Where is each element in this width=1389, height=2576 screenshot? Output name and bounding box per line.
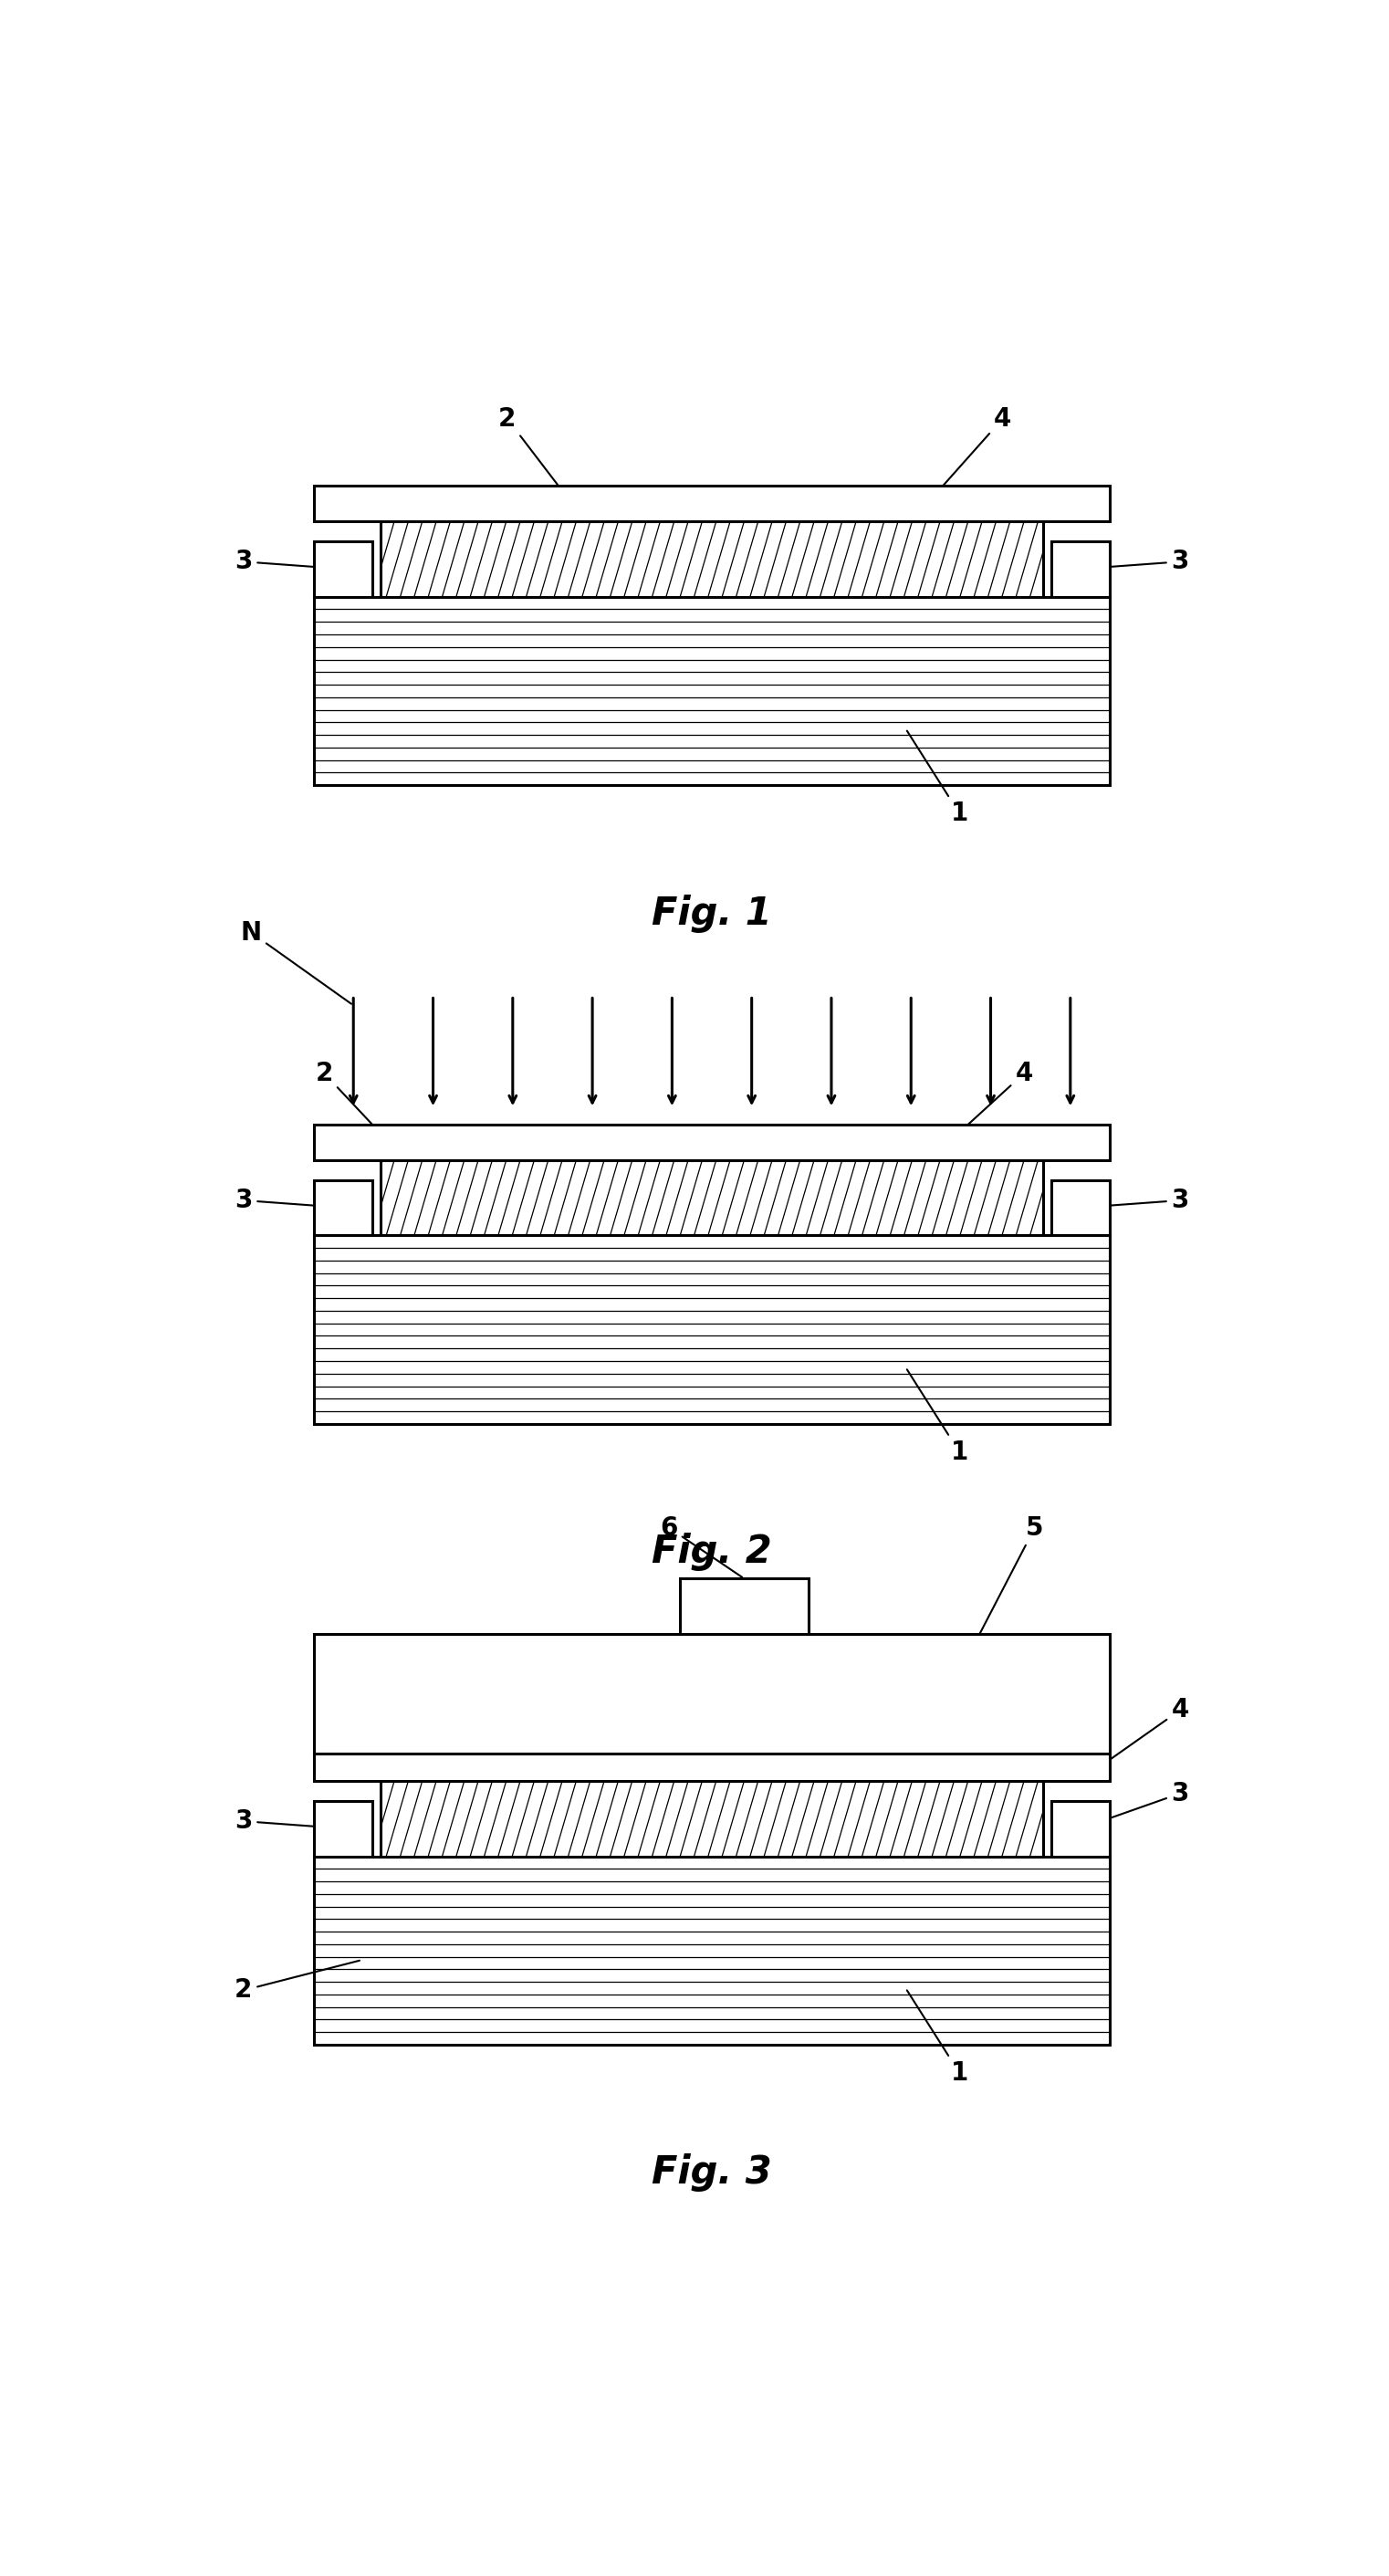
Bar <box>314 1857 1110 2045</box>
Text: 3: 3 <box>235 1808 340 1834</box>
Text: Fig. 2: Fig. 2 <box>651 1533 772 1571</box>
Bar <box>679 1579 808 1633</box>
Bar <box>1051 541 1110 598</box>
Text: 1: 1 <box>907 732 968 827</box>
Bar <box>1051 1180 1110 1236</box>
Bar <box>314 541 372 598</box>
Text: 1: 1 <box>907 1991 968 2087</box>
Text: 2: 2 <box>235 1960 360 2004</box>
Text: 1: 1 <box>907 1370 968 1466</box>
Bar <box>381 520 1043 598</box>
Text: 4: 4 <box>929 407 1011 502</box>
Text: 2: 2 <box>499 407 571 502</box>
Bar <box>381 1159 1043 1236</box>
Text: Fig. 3: Fig. 3 <box>651 2154 772 2192</box>
Bar <box>314 1633 1110 1754</box>
Bar <box>314 1754 1110 1780</box>
Bar <box>314 1123 1110 1159</box>
Bar <box>314 487 1110 520</box>
Text: 3: 3 <box>1083 1188 1189 1213</box>
Text: 3: 3 <box>235 1188 340 1213</box>
Text: 2: 2 <box>315 1061 388 1141</box>
Text: 3: 3 <box>1083 1780 1189 1826</box>
Bar <box>314 598 1110 786</box>
Text: 5: 5 <box>950 1515 1043 1692</box>
Bar <box>1051 1801 1110 1857</box>
Text: 6: 6 <box>660 1515 742 1577</box>
Bar <box>381 1780 1043 1857</box>
Bar <box>314 1236 1110 1425</box>
Text: 4: 4 <box>1101 1698 1189 1765</box>
Bar <box>314 1180 372 1236</box>
Text: 3: 3 <box>1083 549 1189 574</box>
Text: N: N <box>240 920 351 1005</box>
Text: 4: 4 <box>950 1061 1033 1141</box>
Text: 3: 3 <box>235 549 340 574</box>
Text: Fig. 1: Fig. 1 <box>651 894 772 933</box>
Bar <box>314 1801 372 1857</box>
